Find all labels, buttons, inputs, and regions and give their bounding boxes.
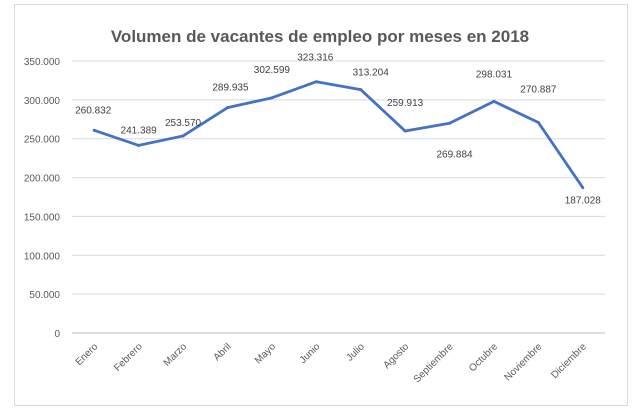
data-label: 270.887 (520, 84, 557, 95)
x-tick-label: Abril (212, 341, 234, 363)
x-tick-label: Julio (345, 341, 368, 364)
data-point (137, 143, 141, 147)
data-label: 323.316 (297, 53, 334, 64)
data-label: 260.832 (75, 105, 112, 116)
data-point (536, 120, 540, 124)
y-tick-label: 250.000 (24, 135, 61, 146)
data-point (314, 80, 318, 84)
chart-frame (14, 4, 628, 406)
data-point (92, 128, 96, 132)
data-label: 269.884 (436, 149, 473, 160)
y-tick-label: 100.000 (24, 251, 61, 262)
y-tick-label: 0 (54, 329, 60, 340)
x-tick-label: Diciembre (549, 341, 589, 381)
x-tick-label: Septiembre (412, 341, 456, 385)
x-tick-label: Agosto (381, 341, 411, 371)
data-label: 289.935 (212, 83, 249, 94)
x-tick-label: Febrero (112, 341, 145, 374)
data-point (581, 186, 585, 190)
data-point (403, 129, 407, 133)
data-point (448, 121, 452, 125)
y-tick-label: 50.000 (29, 290, 60, 301)
chart-title: Volumen de vacantes de empleo por meses … (111, 27, 529, 46)
y-tick-label: 150.000 (24, 212, 61, 223)
data-point (181, 134, 185, 138)
x-tick-label: Mayo (253, 341, 278, 366)
data-label: 187.028 (565, 196, 602, 207)
data-point (359, 88, 363, 92)
x-tick-label: Octubre (467, 341, 500, 374)
x-tick-label: Noviembre (503, 341, 545, 383)
x-tick-label: Enero (74, 341, 101, 368)
series-line (93, 80, 584, 189)
data-label: 302.599 (254, 65, 291, 76)
x-tick-label: Marzo (162, 341, 190, 369)
data-point (270, 96, 274, 100)
data-label: 313.204 (353, 68, 390, 79)
y-tick-label: 200.000 (24, 174, 61, 185)
data-label: 253.570 (165, 118, 202, 129)
x-tick-label: Junio (298, 341, 323, 366)
y-tick-label: 300.000 (24, 96, 61, 107)
data-label: 259.913 (387, 98, 424, 109)
data-point (225, 106, 229, 110)
data-label: 241.389 (121, 125, 158, 136)
data-point (492, 99, 496, 103)
data-label: 298.031 (476, 69, 513, 80)
y-tick-label: 350.000 (24, 57, 61, 68)
